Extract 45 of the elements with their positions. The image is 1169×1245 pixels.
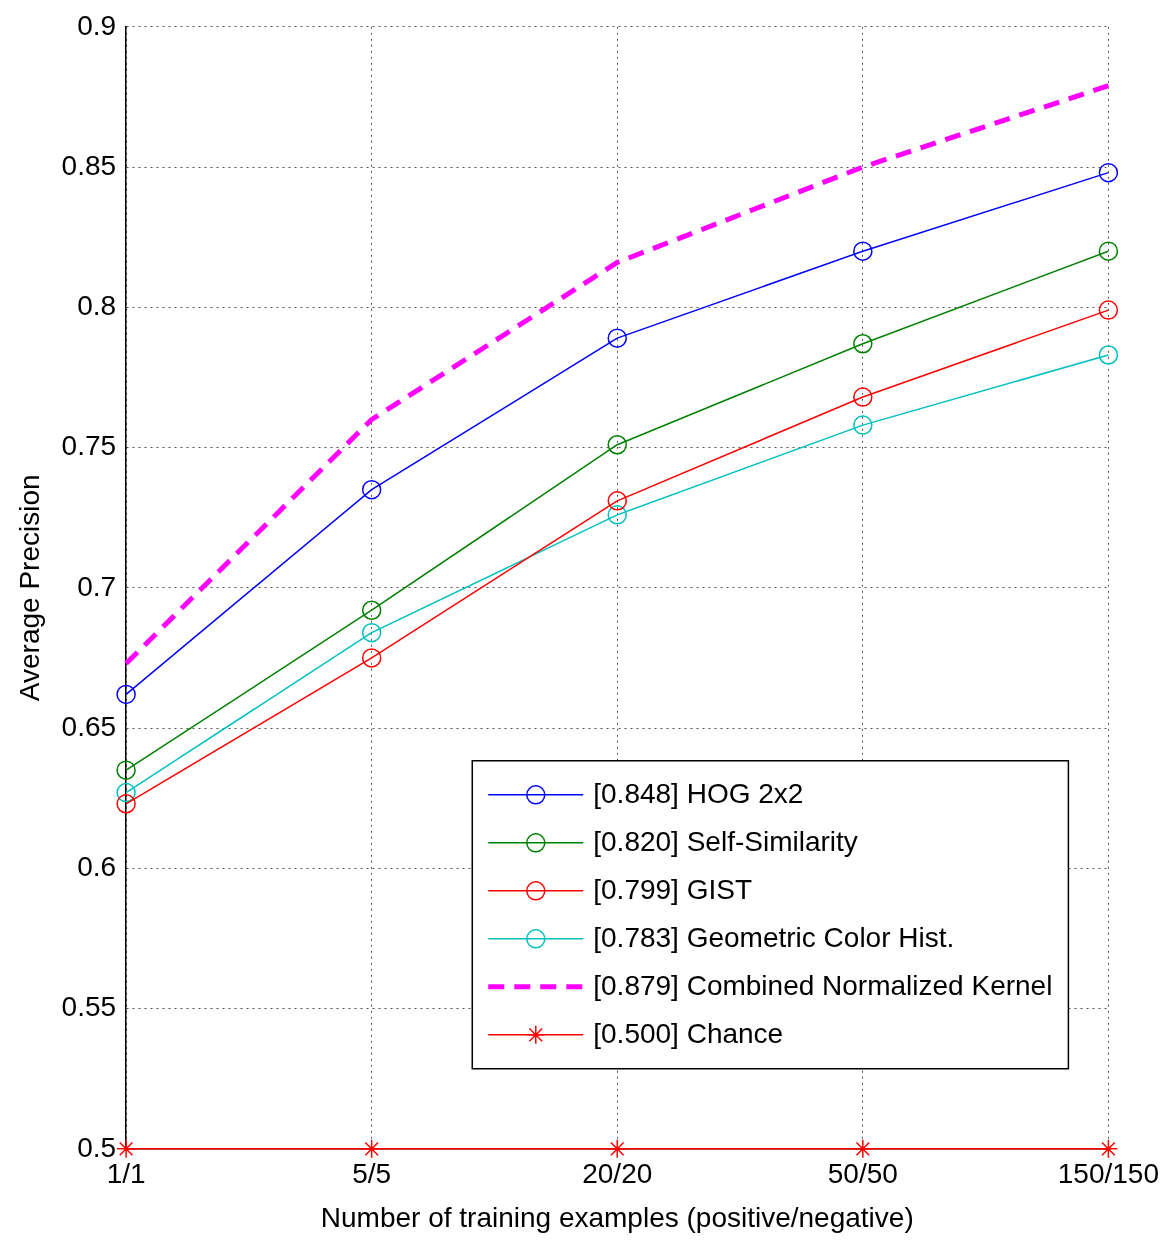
point bbox=[361, 622, 382, 643]
point bbox=[853, 1139, 873, 1159]
point bbox=[853, 415, 873, 435]
point bbox=[1098, 345, 1119, 365]
point bbox=[116, 684, 136, 705]
legend-label: [0.783] Geometric Color Hist. bbox=[593, 921, 955, 953]
point bbox=[607, 1139, 627, 1159]
y-tick-label: 0.7 bbox=[77, 570, 117, 602]
x-tick-label: 20/20 bbox=[582, 1158, 653, 1190]
point bbox=[361, 648, 382, 668]
point bbox=[607, 491, 627, 511]
point bbox=[1098, 300, 1119, 320]
y-tick-label: 0.75 bbox=[61, 430, 117, 462]
legend-label: [0.500] Chance bbox=[593, 1017, 784, 1049]
x-tick-label: 150/150 bbox=[1057, 1158, 1159, 1190]
point bbox=[116, 760, 136, 780]
point bbox=[116, 782, 136, 803]
legend-label: [0.848] HOG 2x2 bbox=[593, 777, 804, 809]
point bbox=[853, 387, 873, 407]
x-axis-title: Number of training examples (positive/negative) bbox=[320, 1201, 914, 1233]
legend-label: [0.820] Self-Similarity bbox=[593, 825, 858, 857]
y-axis-title: Average Precision bbox=[13, 474, 45, 702]
y-tick-label: 0.85 bbox=[61, 149, 117, 181]
point bbox=[361, 600, 382, 620]
point bbox=[361, 479, 382, 500]
y-tick-label: 0.55 bbox=[61, 991, 117, 1023]
point bbox=[607, 435, 627, 455]
point bbox=[607, 505, 627, 525]
point bbox=[1098, 162, 1119, 183]
point bbox=[116, 1139, 136, 1159]
point bbox=[116, 794, 136, 814]
point bbox=[853, 334, 873, 354]
point bbox=[1098, 241, 1119, 261]
legend-label: [0.799] GIST bbox=[593, 873, 753, 905]
legend-label: [0.879] Combined Normalized Kernel bbox=[593, 969, 1053, 1001]
x-tick-label: 50/50 bbox=[827, 1158, 898, 1190]
point bbox=[853, 241, 873, 261]
point bbox=[361, 1139, 382, 1159]
y-tick-label: 0.8 bbox=[77, 290, 117, 322]
y-tick-label: 0.6 bbox=[77, 851, 117, 883]
y-tick-label: 0.65 bbox=[61, 710, 117, 742]
x-tick-label: 5/5 bbox=[352, 1158, 392, 1190]
y-tick-label: 0.9 bbox=[77, 9, 117, 41]
point bbox=[1098, 1139, 1119, 1159]
point bbox=[607, 328, 627, 348]
